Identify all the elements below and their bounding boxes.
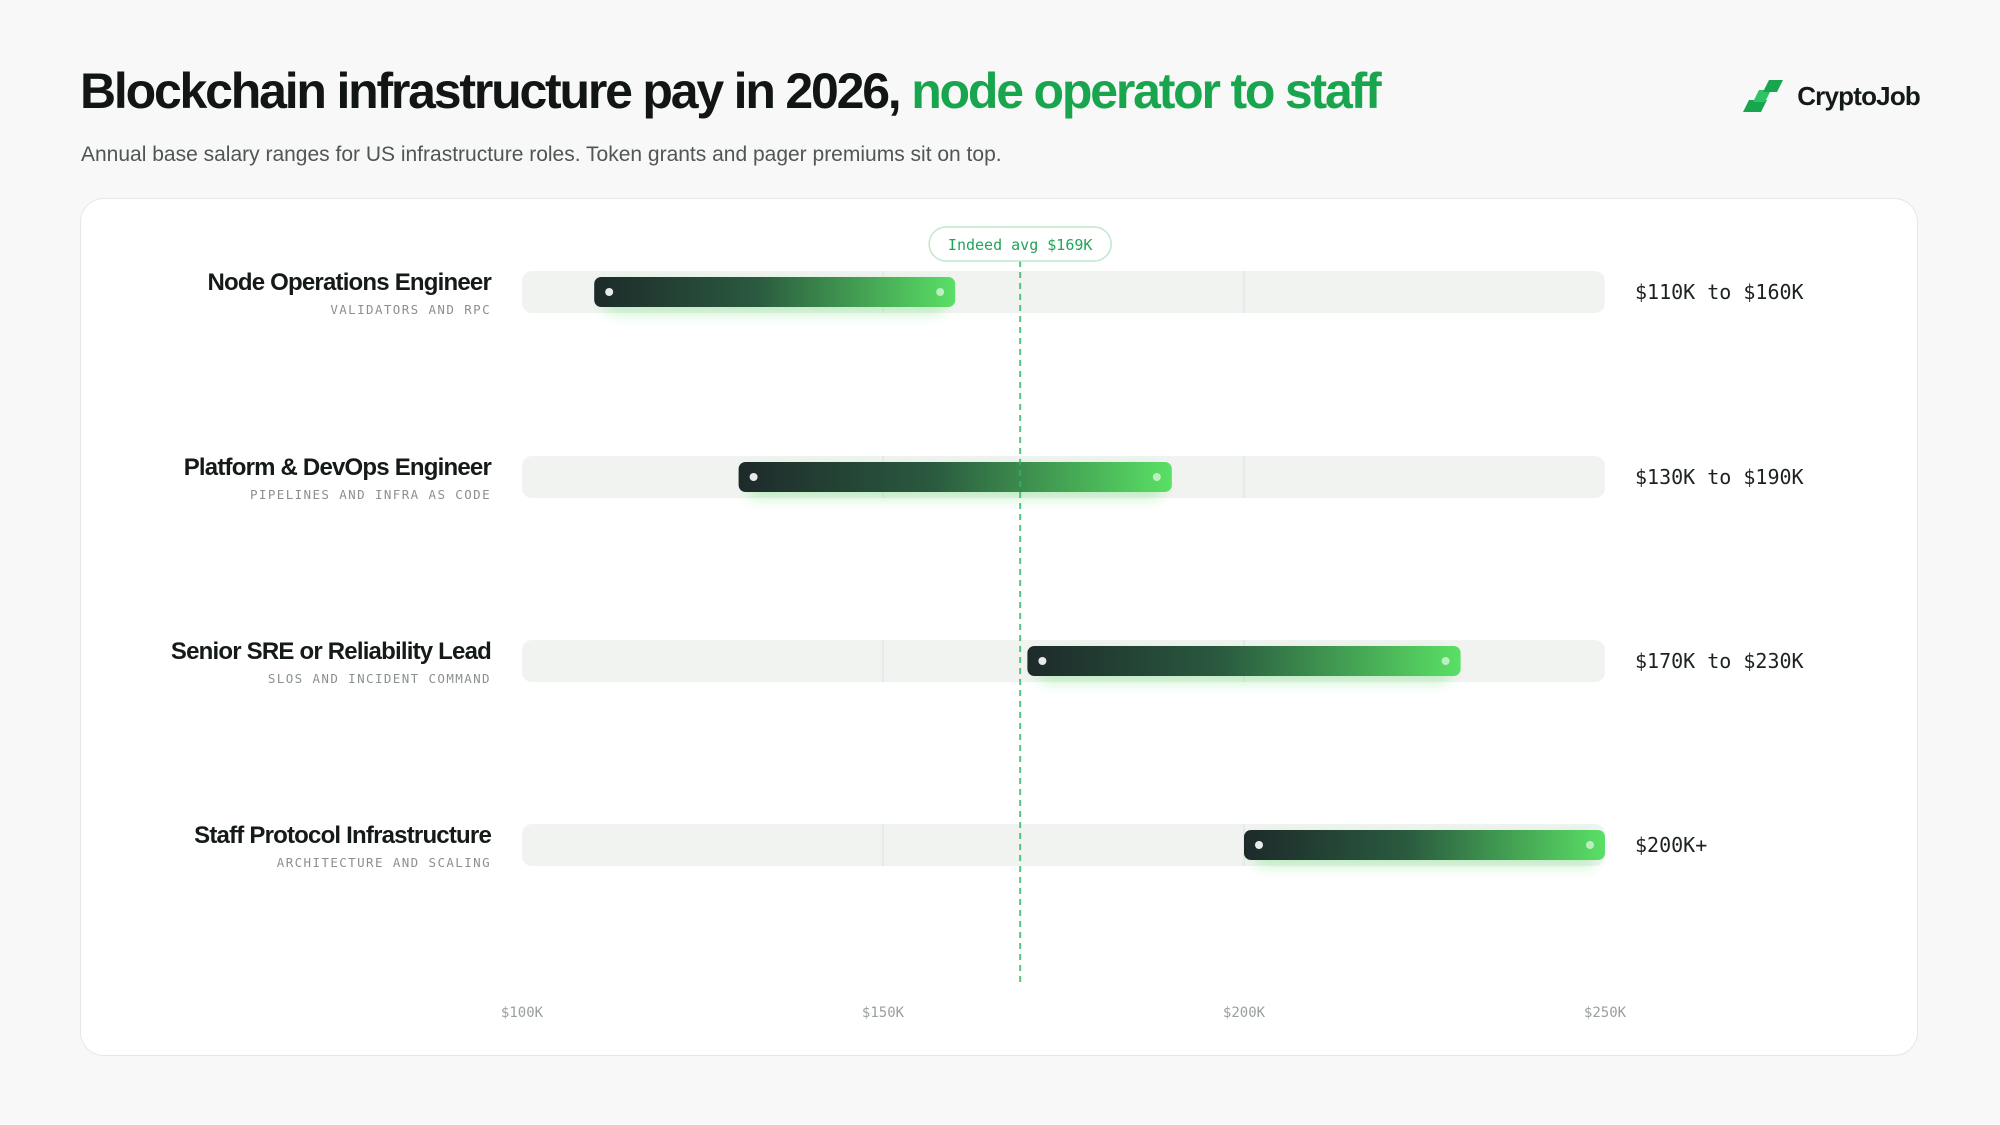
range-max-dot	[1441, 657, 1450, 665]
range-min-dot	[1255, 841, 1263, 849]
range-row: Platform & DevOps Engineer PIPELINES AND …	[184, 454, 1804, 502]
range-label: $170K to $230K	[1635, 649, 1804, 673]
range-label: $110K to $160K	[1635, 280, 1804, 304]
range-row: Senior SRE or Reliability Lead SLOS AND I…	[171, 638, 1804, 686]
reference-label-text: Indeed avg $169K	[948, 236, 1093, 254]
range-row: Staff Protocol Infrastructure ARCHITECTUR…	[194, 822, 1707, 870]
x-tick-label: $200K	[1223, 1005, 1266, 1021]
range-bar	[1027, 646, 1461, 676]
range-label: $130K to $190K	[1635, 465, 1804, 489]
range-max-dot	[1152, 473, 1161, 481]
role-subtitle: ARCHITECTURE AND SCALING	[277, 855, 491, 870]
role-subtitle: SLOS AND INCIDENT COMMAND	[268, 671, 491, 686]
role-subtitle: PIPELINES AND INFRA AS CODE	[250, 487, 491, 502]
range-min-dot	[1038, 657, 1047, 665]
range-chart: Node Operations Engineer VALIDATORS AND R…	[171, 226, 1804, 1021]
range-max-dot	[936, 288, 945, 296]
range-bar	[1244, 830, 1605, 860]
role-subtitle: VALIDATORS AND RPC	[330, 302, 491, 317]
brand-name: CryptoJob	[1797, 80, 1921, 111]
range-bar	[738, 462, 1172, 492]
cryptojob-logo-icon	[1743, 80, 1784, 112]
page-title: Blockchain infrastructure pay in 2026, n…	[80, 62, 1382, 120]
role-name: Staff Protocol Infrastructure	[194, 822, 491, 849]
role-name: Senior SRE or Reliability Lead	[171, 638, 491, 665]
title-main: Blockchain infrastructure pay in 2026,	[80, 63, 902, 119]
title-accent: node operator to staff	[911, 63, 1381, 119]
role-name: Platform & DevOps Engineer	[184, 454, 492, 481]
x-tick-label: $150K	[862, 1005, 905, 1021]
range-max-dot	[1586, 841, 1594, 849]
range-bar	[594, 277, 956, 307]
range-min-dot	[605, 288, 614, 296]
range-label: $200K+	[1635, 833, 1707, 857]
x-tick-label: $100K	[501, 1005, 544, 1021]
brand-logo[interactable]: CryptoJob	[1739, 76, 1921, 116]
range-row: Node Operations Engineer VALIDATORS AND R…	[207, 269, 1803, 317]
page-subtitle: Annual base salary ranges for US infrast…	[81, 143, 1002, 166]
role-name: Node Operations Engineer	[207, 269, 491, 296]
range-min-dot	[749, 473, 758, 481]
x-tick-label: $250K	[1584, 1005, 1627, 1021]
reference-label: Indeed avg $169K	[928, 226, 1112, 262]
chart-card: Node Operations Engineer VALIDATORS AND R…	[80, 198, 1918, 1056]
reference-pill	[928, 226, 1112, 262]
